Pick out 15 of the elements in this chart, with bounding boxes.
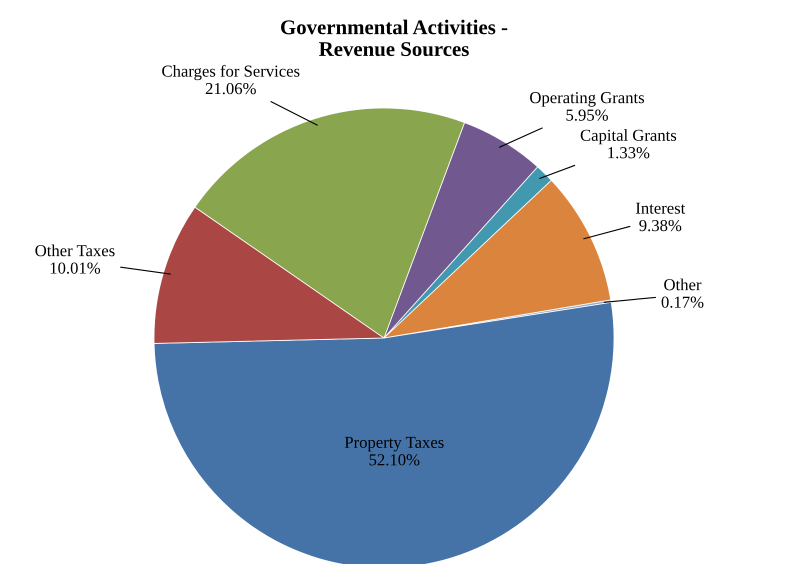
- data-label: 10.01%: [50, 262, 100, 274]
- chart-title: Governmental Activities - Revenue Sources: [281, 20, 508, 56]
- slice-label: Operating Grants: [530, 92, 644, 107]
- data-label: 5.95%: [566, 109, 608, 121]
- data-label: 0.17%: [662, 296, 704, 308]
- data-label: 9.38%: [639, 220, 682, 232]
- data-label: 52.10%: [370, 454, 420, 466]
- slice-label: Interest: [636, 202, 686, 214]
- slice-label: Other Taxes: [35, 244, 115, 256]
- slice-label: Other: [664, 278, 702, 290]
- slice-label: Charges for Services: [162, 64, 300, 80]
- slice-label: Property Taxes: [344, 436, 444, 452]
- slice-label: Capital Grants: [580, 129, 676, 144]
- data-label: 21.06%: [206, 82, 256, 94]
- data-label: 1.33%: [608, 147, 650, 158]
